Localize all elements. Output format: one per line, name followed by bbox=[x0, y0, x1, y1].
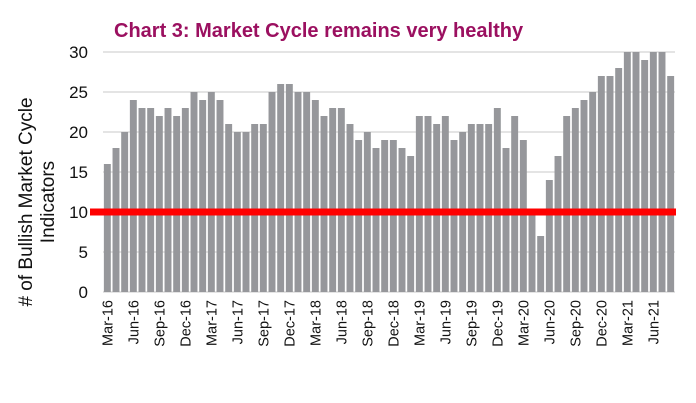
bar bbox=[103, 164, 111, 292]
bar bbox=[415, 116, 423, 292]
y-tick-label: 20 bbox=[69, 123, 88, 142]
bar bbox=[112, 148, 120, 292]
x-tick-label: Sep-18 bbox=[360, 300, 376, 347]
x-tick-label: Mar-19 bbox=[412, 300, 428, 346]
bar bbox=[632, 52, 640, 292]
bar bbox=[589, 92, 597, 292]
x-tick-label: Dec-18 bbox=[386, 300, 402, 347]
bar bbox=[641, 60, 649, 292]
bar bbox=[511, 116, 519, 292]
bar bbox=[138, 108, 146, 292]
bar bbox=[571, 108, 579, 292]
x-tick-label: Jun-19 bbox=[438, 300, 454, 344]
bar bbox=[485, 124, 493, 292]
bar bbox=[554, 156, 562, 292]
y-tick-label: 10 bbox=[69, 203, 88, 222]
x-tick-label: Jun-18 bbox=[334, 300, 350, 344]
bar bbox=[545, 180, 553, 292]
bar bbox=[519, 140, 527, 292]
bar bbox=[476, 124, 484, 292]
x-tick-label: Sep-19 bbox=[464, 300, 480, 347]
y-tick-label: 5 bbox=[79, 243, 88, 262]
bar bbox=[441, 116, 449, 292]
x-tick-label: Sep-17 bbox=[256, 300, 272, 347]
bar bbox=[649, 52, 657, 292]
x-tick-label: Mar-20 bbox=[516, 300, 532, 346]
bar bbox=[528, 212, 536, 292]
bar bbox=[285, 84, 293, 292]
bar bbox=[563, 116, 571, 292]
bar bbox=[597, 76, 605, 292]
bar bbox=[199, 100, 207, 292]
bar bbox=[303, 92, 311, 292]
y-tick-label: 25 bbox=[69, 83, 88, 102]
x-tick-label: Jun-21 bbox=[646, 300, 662, 344]
bar bbox=[147, 108, 155, 292]
bar bbox=[381, 140, 389, 292]
bar bbox=[268, 92, 276, 292]
bar bbox=[407, 156, 415, 292]
bar bbox=[216, 100, 224, 292]
x-tick-label: Dec-16 bbox=[178, 300, 194, 347]
x-tick-label: Jun-16 bbox=[126, 300, 142, 344]
bar bbox=[450, 140, 458, 292]
x-tick-label: Jun-17 bbox=[230, 300, 246, 344]
bar bbox=[129, 100, 137, 292]
bar bbox=[225, 124, 233, 292]
y-tick-label: 30 bbox=[69, 43, 88, 62]
bar bbox=[173, 116, 181, 292]
bar bbox=[537, 236, 545, 292]
bar bbox=[355, 140, 363, 292]
x-tick-label: Dec-17 bbox=[282, 300, 298, 347]
chart-title: Chart 3: Market Cycle remains very healt… bbox=[114, 20, 524, 42]
bar bbox=[372, 148, 380, 292]
x-tick-label: Sep-20 bbox=[568, 300, 584, 347]
bar bbox=[658, 52, 666, 292]
y-tick-label: 15 bbox=[69, 163, 88, 182]
bar bbox=[181, 108, 189, 292]
x-tick-label: Mar-18 bbox=[308, 300, 324, 346]
bar bbox=[389, 140, 397, 292]
x-tick-label: Dec-19 bbox=[490, 300, 506, 347]
x-tick-label: Mar-21 bbox=[620, 300, 636, 346]
bar bbox=[190, 92, 198, 292]
bar bbox=[502, 148, 510, 292]
x-tick-label: Mar-17 bbox=[204, 300, 220, 346]
bar bbox=[251, 124, 259, 292]
bar bbox=[337, 108, 345, 292]
bar bbox=[294, 92, 302, 292]
bar bbox=[667, 76, 675, 292]
bar bbox=[311, 100, 319, 292]
bar bbox=[155, 116, 163, 292]
bar bbox=[606, 76, 614, 292]
x-tick-label: Dec-20 bbox=[594, 300, 610, 347]
bar bbox=[433, 124, 441, 292]
bar bbox=[277, 84, 285, 292]
bar bbox=[207, 92, 215, 292]
bar bbox=[580, 100, 588, 292]
bar bbox=[467, 124, 475, 292]
bar bbox=[329, 108, 337, 292]
bar bbox=[346, 124, 354, 292]
x-tick-label: Sep-16 bbox=[152, 300, 168, 347]
bar bbox=[320, 116, 328, 292]
bar bbox=[623, 52, 631, 292]
bar bbox=[398, 148, 406, 292]
bar bbox=[615, 68, 623, 292]
x-tick-label: Jun-20 bbox=[542, 300, 558, 344]
bar bbox=[424, 116, 432, 292]
bar bbox=[164, 108, 172, 292]
bar bbox=[259, 124, 267, 292]
x-tick-label: Mar-16 bbox=[100, 300, 116, 346]
y-tick-label: 0 bbox=[79, 283, 88, 302]
bar bbox=[493, 108, 501, 292]
